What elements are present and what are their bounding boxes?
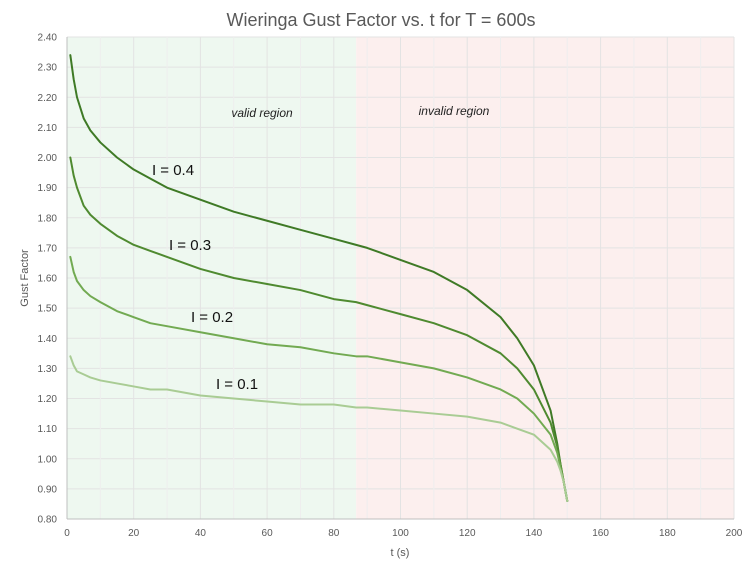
y-tick-label: 1.10 xyxy=(38,424,58,435)
x-tick-label: 160 xyxy=(592,528,609,539)
x-tick-label: 100 xyxy=(392,528,409,539)
series-label: I = 0.3 xyxy=(169,237,211,254)
y-tick-label: 2.30 xyxy=(38,63,58,74)
x-tick-label: 20 xyxy=(128,528,140,539)
series-line-1 xyxy=(69,54,569,502)
y-tick-label: 1.90 xyxy=(38,183,58,194)
x-axis-title: t (s) xyxy=(391,547,410,559)
series-lines xyxy=(69,54,569,502)
y-tick-label: 1.50 xyxy=(38,304,58,315)
y-tick-label: 1.60 xyxy=(38,274,58,285)
y-tick-label: 0.80 xyxy=(38,515,58,526)
x-tick-label: 40 xyxy=(195,528,207,539)
axes: 0 20 40 60 80 100 120 140 160 180 200 0.80 0.90 1.00 1… xyxy=(38,33,743,540)
series-line-2 xyxy=(69,156,569,502)
y-tick-label: 1.80 xyxy=(38,213,58,224)
y-tick-label: 2.10 xyxy=(38,123,58,134)
x-tick-label: 60 xyxy=(262,528,274,539)
y-tick-label: 1.40 xyxy=(38,334,58,345)
region-label: valid region xyxy=(231,106,293,120)
series-label: I = 0.4 xyxy=(152,162,194,179)
x-tick-label: 180 xyxy=(659,528,676,539)
y-tick-label: 2.00 xyxy=(38,153,58,164)
x-tick-label: 120 xyxy=(459,528,476,539)
series-label: I = 0.2 xyxy=(191,309,233,326)
y-tick-label: 1.20 xyxy=(38,394,58,405)
chart-title: Wieringa Gust Factor vs. t for T = 600s xyxy=(227,10,536,30)
gridlines xyxy=(66,36,735,520)
y-tick-label: 2.40 xyxy=(38,33,58,44)
y-tick-label: 2.20 xyxy=(38,93,58,104)
x-tick-label: 200 xyxy=(726,528,743,539)
y-tick-label: 1.00 xyxy=(38,454,58,465)
series-label: I = 0.1 xyxy=(216,376,258,393)
y-tick-label: 1.30 xyxy=(38,364,58,375)
y-tick-label: 0.90 xyxy=(38,484,58,495)
y-axis-title: Gust Factor xyxy=(19,249,31,307)
x-tick-label: 0 xyxy=(64,528,70,539)
chart-labels: valid region invalid region I = 0.4 I = 0.3… xyxy=(152,104,490,393)
y-tick-label: 1.70 xyxy=(38,243,58,254)
series-line-4 xyxy=(69,355,569,502)
x-tick-label: 140 xyxy=(526,528,543,539)
x-tick-label: 80 xyxy=(328,528,340,539)
series-line-3 xyxy=(69,255,569,502)
region-label: invalid region xyxy=(419,104,490,118)
